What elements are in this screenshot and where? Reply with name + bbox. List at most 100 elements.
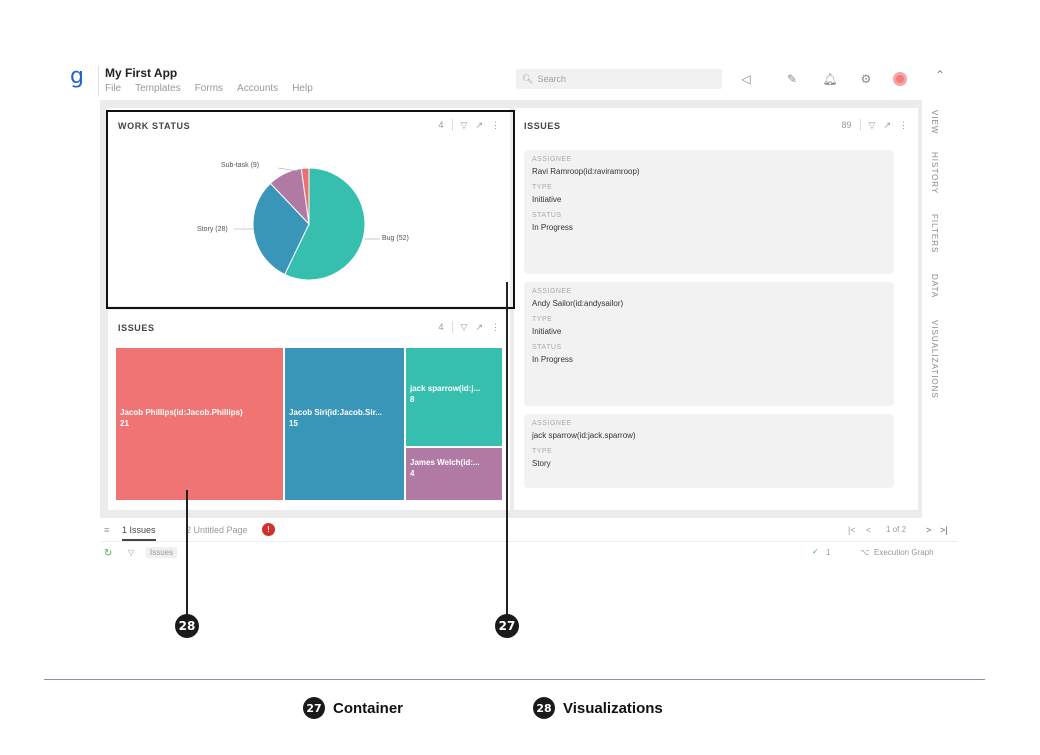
record-count: 4 xyxy=(438,322,444,332)
hamburger-icon[interactable]: ≡ xyxy=(104,525,110,535)
menu-help[interactable]: Help xyxy=(292,83,313,94)
tab-history[interactable]: HISTORY xyxy=(930,152,939,195)
tile-value: 4 xyxy=(410,469,415,478)
pie-slice-1[interactable] xyxy=(252,182,310,276)
callout-badge-28: 28 xyxy=(175,614,199,638)
more-icon[interactable]: ⋮ xyxy=(491,321,500,332)
legend-divider xyxy=(44,679,985,680)
navigate-icon[interactable]: ◁ xyxy=(741,72,751,86)
menu-templates[interactable]: Templates xyxy=(135,83,181,94)
chevron-up-icon[interactable]: ⌃ xyxy=(934,68,946,82)
legend-item-27: 27 Container xyxy=(303,697,403,719)
panel-toolbar: 89 ▽ ↗ ⋮ xyxy=(842,119,908,131)
tile-value: 8 xyxy=(410,395,415,404)
search-input[interactable]: 🔍︎ Search xyxy=(516,69,722,89)
status-value: In Progress xyxy=(532,355,573,364)
treemap-tile[interactable]: jack sparrow(id:j... 8 xyxy=(406,348,502,446)
expand-icon[interactable]: ↗ xyxy=(475,321,483,332)
filter-icon[interactable]: ▽ xyxy=(460,321,468,332)
expand-icon[interactable]: ↗ xyxy=(883,119,891,130)
type-value: Initiative xyxy=(532,195,562,204)
refresh-icon[interactable]: ↻ xyxy=(104,548,113,559)
tab-visualizations[interactable]: VISUALIZATIONS xyxy=(930,320,939,399)
edit-icon[interactable]: ✎ xyxy=(786,72,798,86)
check-icon: ✓ xyxy=(812,547,819,556)
status-bar: ↻ ▽ Issues ✓ 1 ⌥ Execution Graph xyxy=(100,544,958,566)
tab-view[interactable]: VIEW xyxy=(930,110,939,135)
first-page-icon[interactable]: |< xyxy=(848,525,856,535)
issues-treemap-panel: ISSUES 4 ▽ ↗ ⋮ Jacob Phillips(id:Jacob.P… xyxy=(108,310,510,510)
treemap-tile[interactable]: Jacob Siri(id:Jacob.Sir... 15 xyxy=(285,348,404,500)
treemap-tile[interactable]: Jacob Phillips(id:Jacob.Phillips) 21 xyxy=(116,348,283,500)
warning-badge: ! xyxy=(262,523,275,536)
pie-slice-3[interactable] xyxy=(300,167,310,225)
pie-label-bug: Bug (52) xyxy=(382,235,409,242)
toolbar-divider xyxy=(451,119,453,131)
treemap: Jacob Phillips(id:Jacob.Phillips) 21 Jac… xyxy=(116,348,502,500)
panel-toolbar: 4 ▽ ↗ ⋮ xyxy=(439,321,500,333)
legend-label: Visualizations xyxy=(563,699,663,717)
filter-chip[interactable]: Issues xyxy=(146,547,178,558)
user-avatar[interactable] xyxy=(892,71,908,87)
legend-item-28: 28 Visualizations xyxy=(533,697,663,719)
field-label: TYPE xyxy=(532,316,553,323)
tile-label: Jacob Phillips(id:Jacob.Phillips) xyxy=(120,408,243,417)
field-label: STATUS xyxy=(532,212,562,219)
pie-label-subtask: Sub-task (9) xyxy=(221,162,260,169)
search-placeholder: Search xyxy=(537,74,566,84)
tile-value: 15 xyxy=(289,419,298,428)
last-page-icon[interactable]: >| xyxy=(940,525,948,535)
page-tab-1[interactable]: 1 Issues xyxy=(122,525,156,541)
legend-badge: 28 xyxy=(533,697,555,719)
field-label: ASSIGNEE xyxy=(532,288,572,295)
settings-icon[interactable]: ⚙ xyxy=(860,72,872,86)
field-label: ASSIGNEE xyxy=(532,156,572,163)
prev-page-icon[interactable]: < xyxy=(866,525,872,535)
side-tabs: VIEW HISTORY FILTERS DATA VISUALIZATIONS xyxy=(924,100,958,518)
panel-title: ISSUES xyxy=(524,121,561,131)
pie-slice-0[interactable] xyxy=(284,167,366,281)
page-indicator: 1 of 2 xyxy=(886,525,907,534)
pie-chart xyxy=(234,167,380,281)
app-logo[interactable]: g xyxy=(70,64,84,89)
callout-line-27 xyxy=(506,282,508,616)
more-icon[interactable]: ⋮ xyxy=(899,119,908,130)
page-tab-2[interactable]: 2 Untitled Page xyxy=(186,525,248,535)
callout-line-28 xyxy=(186,490,188,616)
app-title: My First App xyxy=(105,66,178,80)
toolbar-divider xyxy=(451,321,453,333)
tab-filters[interactable]: FILTERS xyxy=(930,214,939,254)
filter-icon[interactable]: ▽ xyxy=(460,119,468,130)
tile-label: jack sparrow(id:j... xyxy=(410,384,481,393)
menu-file[interactable]: File xyxy=(105,83,122,94)
issue-card[interactable]: ASSIGNEE Ravi Ramroop(id:raviramroop) TY… xyxy=(524,150,894,274)
check-count: 1 xyxy=(826,548,831,557)
toolbar-divider xyxy=(859,119,861,131)
treemap-tile[interactable]: James Welch(id:... 4 xyxy=(406,448,502,500)
record-count: 4 xyxy=(438,120,444,130)
filter-icon[interactable]: ▽ xyxy=(868,119,876,130)
bell-icon[interactable]: 🔔︎ xyxy=(822,72,838,86)
expand-icon[interactable]: ↗ xyxy=(475,119,483,130)
assignee-value: Andy Sailor(id:andysailor) xyxy=(532,299,624,308)
issue-card[interactable]: ASSIGNEE Andy Sailor(id:andysailor) TYPE… xyxy=(524,282,894,406)
page-tabs-bar: ≡ 1 Issues 2 Untitled Page ! |< < 1 of 2… xyxy=(100,520,958,542)
field-label: TYPE xyxy=(532,184,553,191)
type-value: Story xyxy=(532,459,551,468)
menu-forms[interactable]: Forms xyxy=(194,83,224,94)
more-icon[interactable]: ⋮ xyxy=(491,119,500,130)
execution-graph-link[interactable]: Execution Graph xyxy=(874,548,934,557)
work-status-panel: WORK STATUS 4 ▽ ↗ ⋮ Sub-task (9) Story (… xyxy=(108,108,510,306)
filter-icon[interactable]: ▽ xyxy=(128,548,135,557)
next-page-icon[interactable]: > xyxy=(926,525,932,535)
main-menu: File Templates Forms Accounts Help xyxy=(105,83,313,94)
assignee-value: jack sparrow(id:jack.sparrow) xyxy=(532,431,636,440)
issue-card[interactable]: ASSIGNEE jack sparrow(id:jack.sparrow) T… xyxy=(524,414,894,488)
tile-label: James Welch(id:... xyxy=(410,458,480,467)
app-window: g My First App File Templates Forms Acco… xyxy=(62,58,958,573)
panel-title: WORK STATUS xyxy=(118,121,191,131)
avatar xyxy=(893,72,907,86)
tab-data[interactable]: DATA xyxy=(930,274,939,299)
tile-label: Jacob Siri(id:Jacob.Sir... xyxy=(289,408,382,417)
menu-accounts[interactable]: Accounts xyxy=(237,83,279,94)
